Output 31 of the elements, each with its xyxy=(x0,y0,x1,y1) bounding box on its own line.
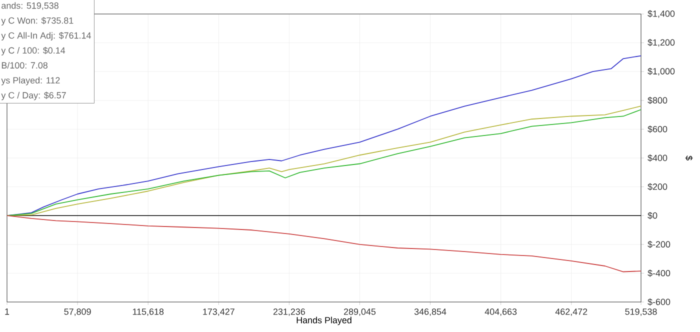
y-tick-label: $1,000 xyxy=(648,68,675,76)
x-tick-label: 57,809 xyxy=(64,308,91,316)
x-tick-label: 519,538 xyxy=(625,308,657,316)
y-tick-label: $400 xyxy=(648,154,668,162)
y-tick-label: $-400 xyxy=(648,270,670,277)
y-axis-title: $ xyxy=(685,156,693,160)
x-tick-label: 1 xyxy=(5,308,10,315)
x-tick-label: 115,618 xyxy=(132,308,164,316)
x-tick-label: 346,854 xyxy=(414,308,446,316)
y-tick-label: $800 xyxy=(648,96,668,104)
x-tick-label: 173,427 xyxy=(203,308,234,316)
annotation: B/100: 7.08 xyxy=(2,62,48,69)
annotation: ys Played: 112 xyxy=(1,76,60,86)
x-axis-title: Hands Played xyxy=(296,316,352,326)
y-tick-label: $200 xyxy=(648,183,668,190)
text: ands: 519,538 xyxy=(2,2,58,10)
y-tick-label: $-200 xyxy=(648,240,670,248)
y-tick-label: $-600 xyxy=(648,298,670,306)
annotation: y C / Day: $6.57 xyxy=(1,92,66,100)
y-tick-label: $600 xyxy=(648,126,668,133)
y-tick-label: $1,200 xyxy=(648,38,675,47)
annotation: y C All-In Adj: $761.14 xyxy=(1,32,91,40)
y-tick-label: $0 xyxy=(648,212,658,220)
annotation: y C / 100: $0.14 xyxy=(1,46,66,56)
x-tick-label: 231,236 xyxy=(273,308,305,316)
y-tick-label: $1,400 xyxy=(648,10,675,18)
line-series xyxy=(6,215,642,272)
x-tick-label: 289,045 xyxy=(344,308,376,316)
x-tick-label: 404,663 xyxy=(484,308,517,316)
annotation: y C Won: $735.81 xyxy=(1,16,74,26)
x-tick-label: 462,472 xyxy=(555,308,588,316)
